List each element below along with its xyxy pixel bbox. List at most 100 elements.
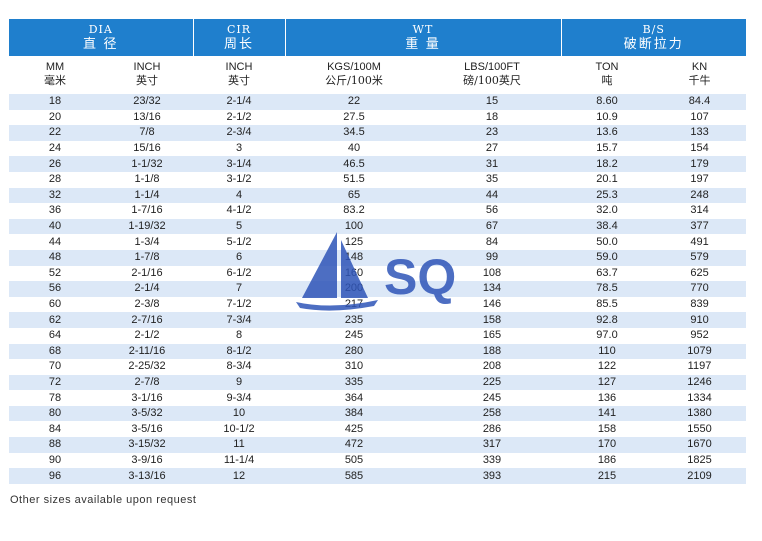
unit-en: INCH: [133, 61, 161, 73]
unit-header-mm: MM 毫米: [9, 56, 101, 94]
cell-ton: 122: [561, 359, 653, 375]
spec-table-body: 18 23/32 2-1/4 22 15 8.60 84.4 20 13/16 2-1/2 27.5…: [9, 94, 747, 484]
cell-mm: 60: [9, 296, 101, 313]
cell-lbs-per-100ft: 158: [423, 312, 561, 328]
cell-kn: 491: [653, 234, 747, 250]
cell-ton: 85.5: [561, 296, 653, 313]
cell-lbs-per-100ft: 188: [423, 343, 561, 360]
cell-inch-dia: 2-7/8: [101, 374, 193, 391]
cell-inch-dia: 1-3/4: [101, 234, 193, 250]
cell-lbs-per-100ft: 44: [423, 187, 561, 204]
cell-kgs-per-100m: 335: [285, 374, 423, 391]
unit-header-ton: TON 吨: [561, 56, 653, 94]
cell-lbs-per-100ft: 108: [423, 265, 561, 282]
cell-ton: 63.7: [561, 265, 653, 282]
table-row: 84 3-5/16 10-1/2 425 286 158 1550: [9, 421, 747, 438]
cell-kn: 1825: [653, 452, 747, 469]
cell-kn: 1334: [653, 390, 747, 406]
cell-inch-cir: 3-1/4: [193, 156, 285, 172]
cell-mm: 48: [9, 249, 101, 266]
cell-kn: 1197: [653, 359, 747, 375]
cell-inch-dia: 3-5/32: [101, 405, 193, 422]
cell-mm: 44: [9, 234, 101, 250]
cell-kn: 179: [653, 156, 747, 172]
cell-inch-dia: 1-19/32: [101, 218, 193, 235]
cell-kgs-per-100m: 200: [285, 281, 423, 297]
table-row: 28 1-1/8 3-1/2 51.5 35 20.1 197: [9, 171, 747, 188]
cell-ton: 92.8: [561, 312, 653, 328]
cell-kn: 1380: [653, 405, 747, 422]
group-header-zh: 直 径: [82, 36, 119, 51]
cell-kn: 377: [653, 218, 747, 235]
cell-inch-cir: 2-1/2: [193, 109, 285, 126]
cell-kn: 1550: [653, 421, 747, 438]
cell-lbs-per-100ft: 35: [423, 171, 561, 188]
cell-lbs-per-100ft: 286: [423, 421, 561, 438]
table-row: 68 2-11/16 8-1/2 280 188 110 1079: [9, 343, 747, 360]
table-row: 72 2-7/8 9 335 225 127 1246: [9, 374, 747, 391]
table-row: 90 3-9/16 11-1/4 505 339 186 1825: [9, 452, 747, 469]
cell-ton: 25.3: [561, 187, 653, 204]
unit-en: MM: [45, 61, 65, 73]
cell-inch-cir: 2-1/4: [193, 94, 285, 110]
cell-mm: 56: [9, 281, 101, 297]
cell-kgs-per-100m: 51.5: [285, 171, 423, 188]
cell-inch-dia: 3-1/16: [101, 390, 193, 406]
cell-ton: 59.0: [561, 249, 653, 266]
cell-inch-cir: 10: [193, 405, 285, 422]
cell-lbs-per-100ft: 258: [423, 405, 561, 422]
cell-ton: 127: [561, 374, 653, 391]
table-row: 20 13/16 2-1/2 27.5 18 10.9 107: [9, 109, 747, 126]
cell-mm: 52: [9, 265, 101, 282]
cell-mm: 70: [9, 359, 101, 375]
cell-ton: 170: [561, 437, 653, 453]
cell-lbs-per-100ft: 146: [423, 296, 561, 313]
cell-kn: 314: [653, 203, 747, 219]
cell-inch-cir: 6-1/2: [193, 265, 285, 282]
cell-kgs-per-100m: 425: [285, 421, 423, 438]
cell-ton: 8.60: [561, 94, 653, 110]
unit-en: KGS/100M: [327, 61, 381, 73]
cell-inch-cir: 3: [193, 140, 285, 157]
cell-kgs-per-100m: 160: [285, 265, 423, 282]
cell-inch-dia: 2-11/16: [101, 343, 193, 360]
table-row: 88 3-15/32 11 472 317 170 1670: [9, 437, 747, 453]
cell-ton: 15.7: [561, 140, 653, 157]
cell-ton: 110: [561, 343, 653, 360]
table-row: 26 1-1/32 3-1/4 46.5 31 18.2 179: [9, 156, 747, 172]
table-row: 56 2-1/4 7 200 134 78.5 770: [9, 281, 747, 297]
cell-kn: 910: [653, 312, 747, 328]
cell-kn: 197: [653, 171, 747, 188]
cell-kn: 625: [653, 265, 747, 282]
unit-zh: 磅/100英尺: [463, 74, 521, 87]
cell-kn: 133: [653, 125, 747, 141]
cell-mm: 24: [9, 140, 101, 157]
cell-ton: 13.6: [561, 125, 653, 141]
cell-inch-cir: 7: [193, 281, 285, 297]
rope-spec-table: DIA 直 径 CIR 周长 WT 重 量 B/S 破断拉力 MM 毫米 INCH…: [9, 19, 747, 484]
cell-inch-cir: 5-1/2: [193, 234, 285, 250]
cell-inch-dia: 2-25/32: [101, 359, 193, 375]
cell-mm: 20: [9, 109, 101, 126]
cell-inch-dia: 1-1/8: [101, 171, 193, 188]
cell-kgs-per-100m: 100: [285, 218, 423, 235]
cell-kgs-per-100m: 217: [285, 296, 423, 313]
cell-mm: 62: [9, 312, 101, 328]
cell-mm: 88: [9, 437, 101, 453]
table-row: 44 1-3/4 5-1/2 125 84 50.0 491: [9, 234, 747, 250]
cell-lbs-per-100ft: 208: [423, 359, 561, 375]
cell-kn: 579: [653, 249, 747, 266]
cell-inch-dia: 23/32: [101, 94, 193, 110]
cell-lbs-per-100ft: 31: [423, 156, 561, 172]
cell-inch-cir: 5: [193, 218, 285, 235]
cell-mm: 64: [9, 327, 101, 344]
group-header-en: DIA: [88, 23, 113, 36]
group-header-bs: B/S 破断拉力: [561, 19, 747, 56]
cell-inch-cir: 4: [193, 187, 285, 204]
unit-header-kn: KN 千牛: [653, 56, 747, 94]
cell-ton: 136: [561, 390, 653, 406]
cell-ton: 186: [561, 452, 653, 469]
cell-inch-cir: 9-3/4: [193, 390, 285, 406]
cell-kgs-per-100m: 40: [285, 140, 423, 157]
unit-zh: 英寸: [136, 74, 158, 87]
